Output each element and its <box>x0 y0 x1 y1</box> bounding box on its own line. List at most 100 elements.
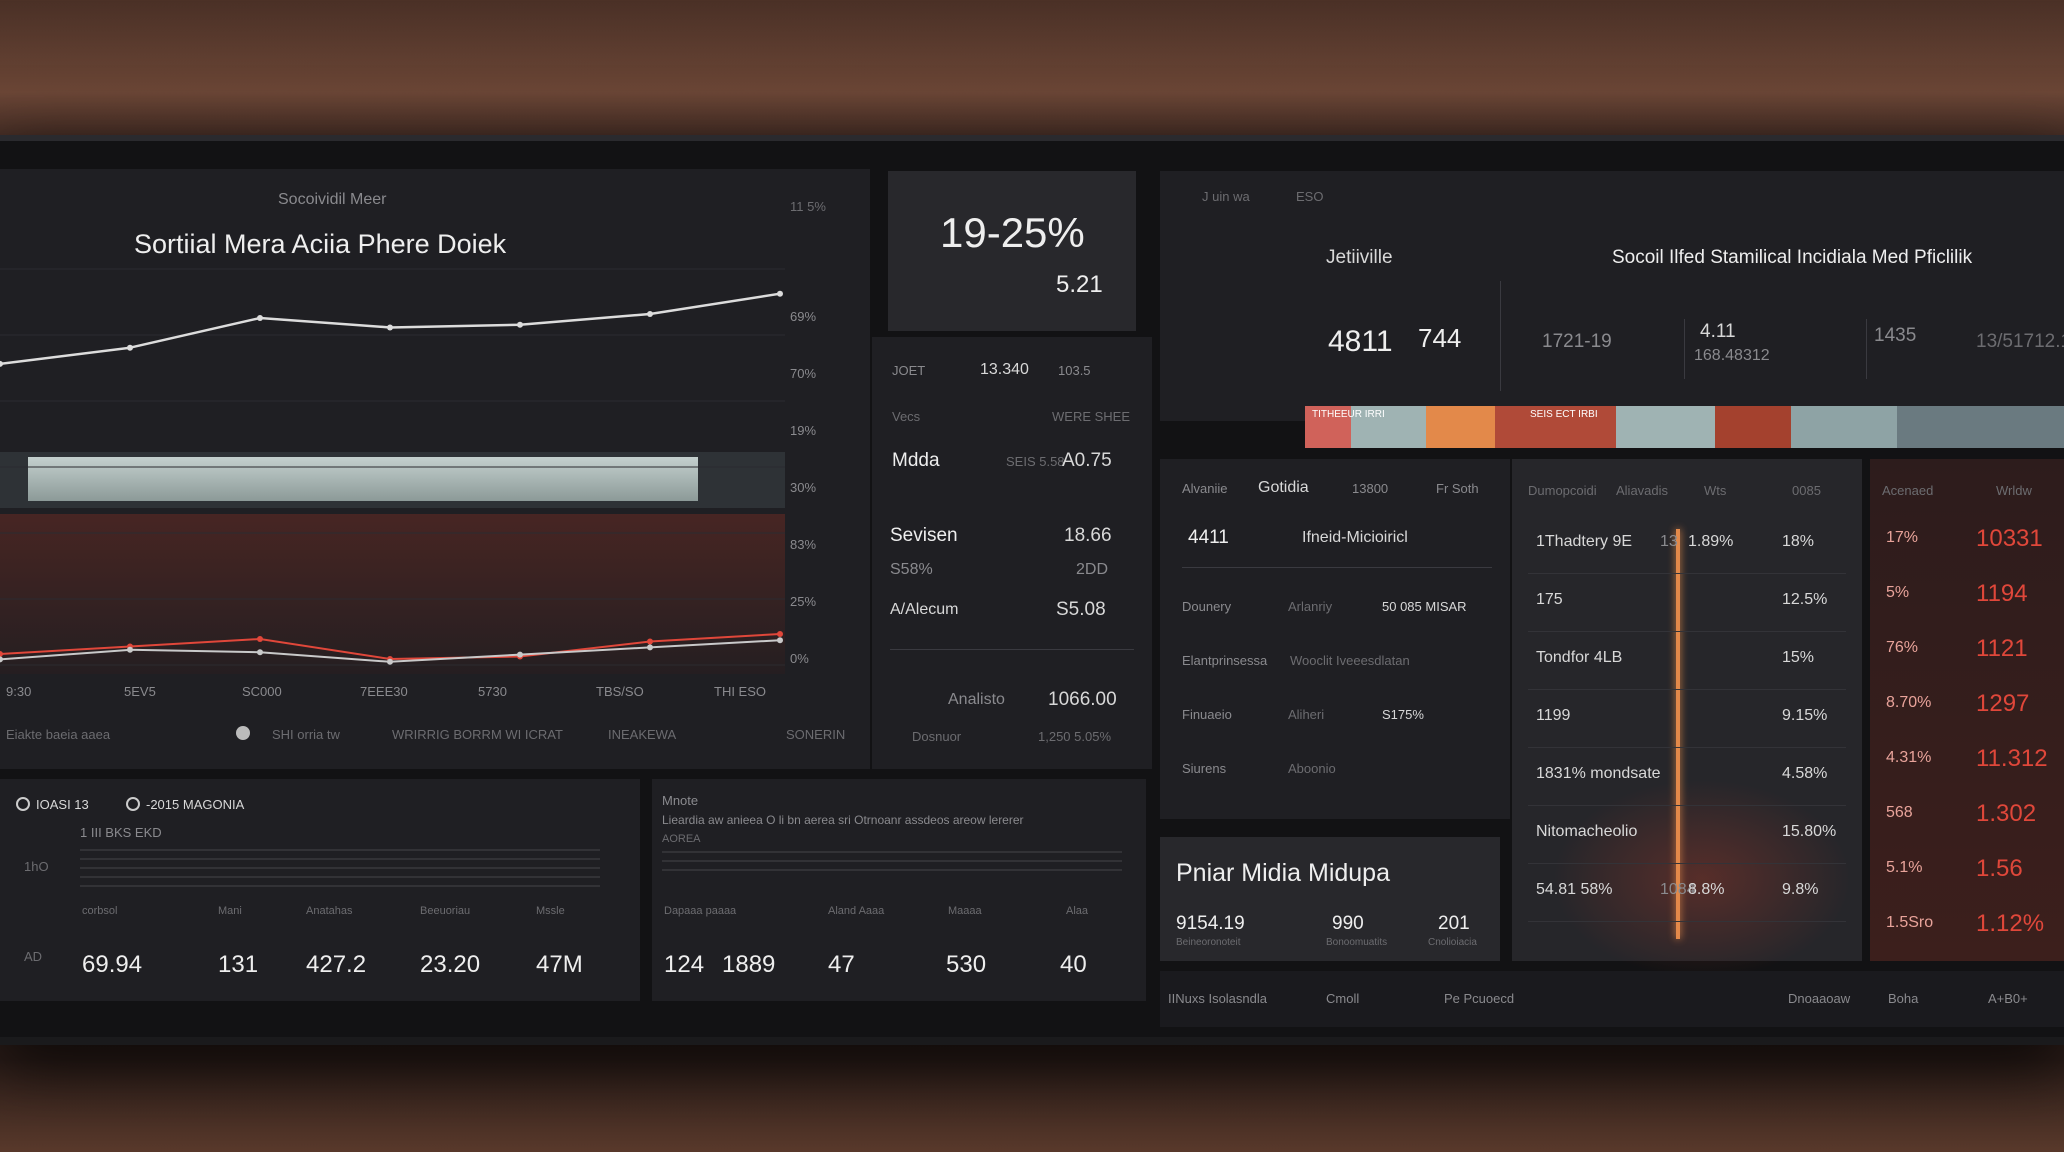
table-cell: 9.8% <box>1782 881 1819 898</box>
popular-caption: Beineoronoteit <box>1176 937 1241 948</box>
kpi-row2-note: WERE SHEE <box>1052 409 1131 424</box>
table-header: 0085 <box>1792 483 1821 498</box>
table-cell: 12.5% <box>1782 591 1828 608</box>
table-cell: 10331 <box>1976 525 2043 552</box>
footer-bar: IINuxs Isolasndla Cmoll Pe Pcuoecd Dnoaaoaw… <box>1160 971 2064 1027</box>
table-header: Alvaniie <box>1182 481 1228 496</box>
right-header-panel: J uin wa ESO Jetiiville Socoil Ilfed Sta… <box>1160 171 2064 421</box>
segment-bar <box>1305 406 2064 448</box>
chart-top-percent: 11 5% <box>790 199 826 214</box>
radio-icon[interactable] <box>16 797 30 811</box>
data-point <box>777 637 783 644</box>
table-header: Wrldw <box>1996 483 2032 498</box>
x-tick-label: THI ESO <box>714 684 767 699</box>
kpi-item-label: S58% <box>890 561 933 578</box>
bar-segment <box>1616 406 1715 448</box>
row-divider <box>1528 573 1846 574</box>
x-tick-label: 9:30 <box>6 684 32 699</box>
table-cell: 1.302 <box>1976 800 2037 827</box>
kpi-item-label: Sevisen <box>890 525 958 546</box>
data-point <box>647 310 653 317</box>
stat-value: 69.94 <box>82 951 143 978</box>
bar-segment <box>1305 406 1351 448</box>
stat-value: 1889 <box>722 951 776 978</box>
popular-panel: Pniar Midia Midupa 9154.19 990 201 Beine… <box>1160 837 1500 961</box>
stat-value: 47M <box>536 951 583 978</box>
table-cell: 54.81 58% <box>1536 881 1613 898</box>
stat-value: 124 <box>664 951 705 978</box>
footer-item[interactable]: Dnoaaoaw <box>1788 991 1851 1006</box>
popular-value: 990 <box>1332 913 1364 934</box>
table-cell: 1831% mondsate <box>1536 765 1661 782</box>
table-cell: 1.89% <box>1688 533 1734 550</box>
table-header: 13800 <box>1352 481 1389 496</box>
table-cell: 4.58% <box>1782 765 1828 782</box>
table-cell: 9.15% <box>1782 707 1828 724</box>
monitor-screen: Socoividil Meer Sortiial Mera Aciia Pher… <box>0 135 2064 1045</box>
popular-caption: Cnolioiacia <box>1428 937 1477 948</box>
stat-header: Aland Aaaa <box>828 905 885 917</box>
table-cell: 1Thadtery 9E <box>1536 533 1633 550</box>
footer-item[interactable]: A+B0+ <box>1988 991 2028 1006</box>
bar-segment <box>1897 406 2064 448</box>
table-cell: 15% <box>1782 649 1815 666</box>
table-cell: 13 <box>1660 533 1678 550</box>
footer-item[interactable]: Cmoll <box>1326 991 1360 1006</box>
text-lines <box>662 851 1122 877</box>
y-tick-label: 19% <box>790 423 817 438</box>
stat-header: Alaa <box>1066 905 1089 917</box>
section-header: 1 III BKS EKD <box>80 825 162 840</box>
header-stat: 13/51712.1 <box>1976 331 2064 352</box>
radio-icon[interactable] <box>126 797 140 811</box>
table-header: Aliavadis <box>1616 483 1669 498</box>
data-point <box>387 324 393 331</box>
legend-left: Eiakte baeia aaea <box>6 727 111 742</box>
section-label: AOREA <box>662 833 701 845</box>
data-point <box>0 360 3 367</box>
kpi-item-value: 18.66 <box>1064 525 1112 546</box>
table-header: Gotidia <box>1258 479 1309 496</box>
bottom-mid-panel: Mnote Lieardia aw anieea O li bn aerea s… <box>652 779 1146 1001</box>
table-cell: 1194 <box>1976 580 2028 607</box>
footer-item[interactable]: IINuxs Isolasndla <box>1168 991 1267 1006</box>
kpi-detail-panel: JOET 13.340 103.5 Vecs WERE SHEE Mdda SE… <box>872 337 1152 769</box>
table-cell: 1084 <box>1660 881 1696 898</box>
header-stat: 1721-19 <box>1542 331 1612 352</box>
glow <box>1552 779 1852 979</box>
divider <box>890 649 1134 650</box>
popular-value: 201 <box>1438 913 1470 934</box>
kpi-row1-label: JOET <box>892 363 926 378</box>
row-divider <box>1528 805 1846 806</box>
table-cell: 1.12% <box>1976 910 2045 937</box>
footer-item[interactable]: Boha <box>1888 991 1919 1006</box>
kpi-footer-note: Dosnuor <box>912 729 962 744</box>
stat-value: 47 <box>828 951 855 978</box>
kpi-row1-value: 13.340 <box>980 361 1029 378</box>
header-stat: 4811 <box>1328 325 1393 358</box>
row-divider <box>1528 863 1846 864</box>
kpi-card: 19-25% 5.21 <box>888 171 1136 331</box>
header-name: Jetiiville <box>1326 247 1393 268</box>
grid-table-panel: Dumopcoidi Aliavadis Wts 0085 1Thadtery 9E 1… <box>1512 459 1862 979</box>
table-cell: 17% <box>1886 529 1919 546</box>
row-divider <box>1528 631 1846 632</box>
chart-subtitle: Socoividil Meer <box>278 191 387 208</box>
table-cell: 175 <box>1536 591 1563 608</box>
legend-right-b: SONERIN <box>786 727 846 742</box>
table-header: Acenaed <box>1882 483 1934 498</box>
footer-item[interactable]: Pe Pcuoecd <box>1444 991 1515 1006</box>
popular-caption: Bonoomuatits <box>1326 937 1388 948</box>
stat-header: Maaaa <box>948 905 982 917</box>
progress-bar <box>28 457 698 501</box>
row-label: Elantprinsessa <box>1182 653 1268 668</box>
table-cell: 5% <box>1886 584 1910 601</box>
segment-label: TITHEEUR IRRI <box>1312 409 1385 420</box>
table-cell: 76% <box>1886 639 1919 656</box>
kpi-item-note: SEIS 5.58 <box>1006 454 1065 469</box>
row-divider <box>1528 689 1846 690</box>
x-tick-label: TBS/SO <box>596 684 644 699</box>
y-tick-label: 70% <box>790 366 817 381</box>
stat-value: 23.20 <box>420 951 481 978</box>
data-point <box>0 656 3 663</box>
label-a: IOASI 13 <box>36 797 89 812</box>
